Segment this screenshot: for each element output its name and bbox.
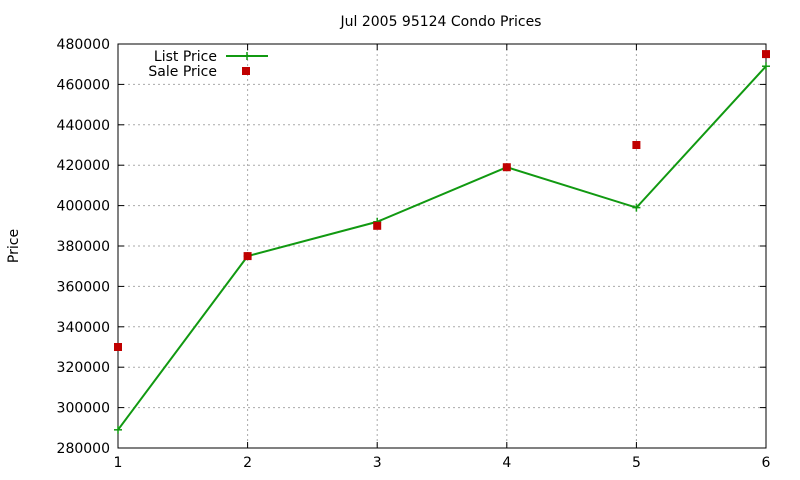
x-ticks: 1 2 3 4 5 6 — [114, 44, 771, 471]
sale-price-point — [114, 343, 122, 351]
y-tick-label: 420000 — [57, 158, 110, 174]
legend-marker-sale-price — [242, 67, 250, 75]
y-tick-label: 380000 — [57, 239, 110, 255]
y-axis-label: Price — [6, 229, 22, 263]
list-price-point — [762, 62, 770, 71]
legend-label-list-price: List Price — [154, 49, 217, 65]
chart-title: Jul 2005 95124 Condo Prices — [340, 14, 542, 30]
x-tick-label: 3 — [373, 455, 382, 471]
y-tick-label: 440000 — [57, 118, 110, 134]
x-tick-label: 1 — [114, 455, 123, 471]
list-price-point — [114, 425, 122, 434]
y-tick-label: 400000 — [57, 199, 110, 215]
x-tick-label: 2 — [243, 455, 252, 471]
x-tick-label: 4 — [502, 455, 511, 471]
series-layer — [114, 50, 770, 434]
y-tick-label: 360000 — [57, 279, 110, 295]
y-tick-label: 480000 — [57, 37, 110, 53]
y-tick-label: 300000 — [57, 401, 110, 417]
sale-price-point — [762, 50, 770, 59]
y-ticks: 280000 300000 320000 340000 360000 380000 4000… — [57, 37, 766, 457]
x-tick-label: 5 — [632, 455, 641, 471]
legend-label-sale-price: Sale Price — [148, 64, 217, 80]
y-tick-label: 320000 — [57, 360, 110, 376]
sale-price-point — [373, 221, 382, 230]
y-tick-label: 280000 — [57, 441, 110, 457]
y-tick-label: 460000 — [57, 77, 110, 93]
list-price-line — [117, 65, 767, 431]
sale-price-point — [502, 163, 511, 172]
x-tick-label: 6 — [762, 455, 771, 471]
grid-lines — [118, 44, 766, 448]
sale-price-point — [632, 141, 641, 149]
y-tick-label: 340000 — [57, 320, 110, 336]
sale-price-point — [243, 252, 252, 261]
list-price-point — [632, 203, 641, 212]
